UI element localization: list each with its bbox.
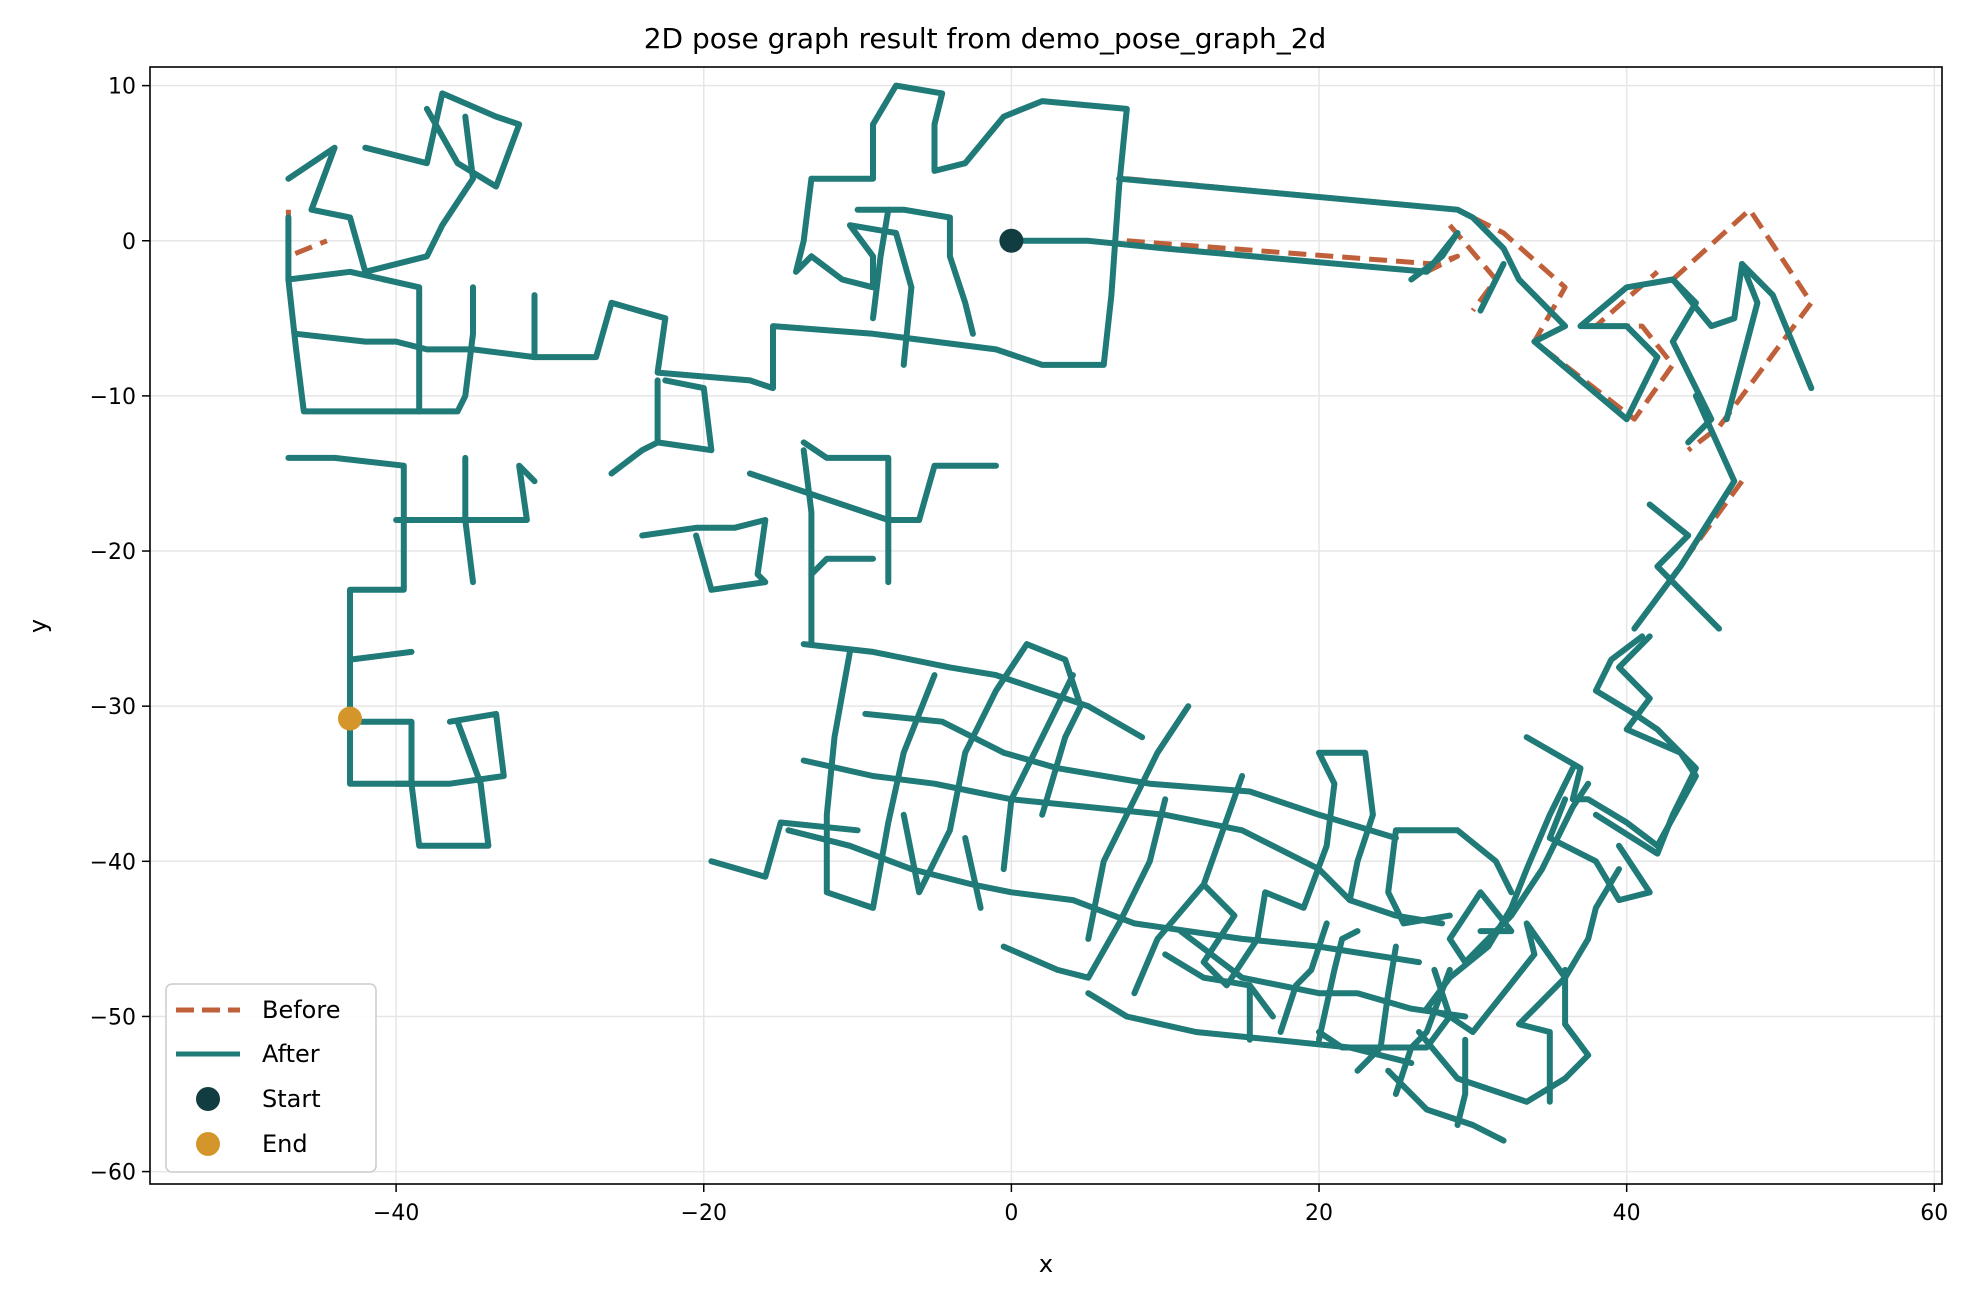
x-axis-label: x: [1039, 1250, 1053, 1278]
after-trajectory-line: [800, 447, 815, 648]
after-trajectory-line: [1523, 633, 1699, 849]
after-trajectory-line: [1385, 827, 1515, 927]
legend-after-label: After: [262, 1040, 320, 1068]
legend-box: [165, 983, 377, 1173]
chart-title: 2D pose graph result from demo_pose_grap…: [644, 22, 1327, 55]
after-trajectory-line: [1592, 633, 1699, 857]
after-trajectory-line: [285, 454, 492, 849]
y-tick-label: −60: [90, 1161, 136, 1186]
after-trajectory-line: [1116, 175, 1815, 423]
legend-end-label: End: [262, 1130, 308, 1158]
after-trajectory-line: [870, 206, 892, 322]
after-trajectory-line: [362, 90, 523, 190]
after-trajectory-line: [1516, 866, 1622, 1105]
after-trajectory-line: [347, 718, 415, 787]
after-trajectory-line: [1000, 672, 1076, 873]
legend-start-marker: [196, 1087, 220, 1111]
after-trajectory-line: [746, 462, 999, 523]
after-trajectory-line: [1446, 780, 1592, 966]
after-trajectory-line: [1000, 796, 1169, 981]
legend-start-label: Start: [262, 1085, 321, 1113]
after-trajectory-line: [608, 377, 661, 477]
after-trajectory-line: [347, 648, 415, 663]
after-trajectory-line: [1392, 966, 1453, 1097]
marker-points: [337, 228, 1024, 731]
after-trajectory-line: [793, 175, 915, 368]
x-tick-label: 40: [1613, 1201, 1641, 1226]
after-trajectory-line: [900, 641, 1084, 896]
y-tick-label: −30: [90, 695, 136, 720]
after-trajectory-line: [1454, 1036, 1469, 1128]
after-trajectory-line: [1085, 703, 1192, 942]
start-point: [999, 228, 1024, 253]
x-tick-label: −20: [681, 1201, 727, 1226]
after-trajectory-line: [654, 377, 715, 454]
after-trajectory-line: [1546, 796, 1653, 904]
after-trajectory-line: [639, 517, 769, 593]
after-trajectory-line: [1385, 1067, 1507, 1144]
before-series: [285, 176, 1814, 631]
after-trajectory-line: [1477, 261, 1507, 314]
after-trajectory-line: [1723, 261, 1761, 423]
y-tick-label: −10: [90, 385, 136, 410]
x-tick-label: −40: [373, 1201, 419, 1226]
plot-frame: [149, 66, 1943, 1185]
x-tick-label: 60: [1920, 1201, 1948, 1226]
y-axis-label: y: [24, 619, 52, 633]
before-trajectory-line: [1671, 207, 1814, 453]
after-trajectory-line: [962, 835, 984, 911]
after-trajectory-line: [293, 82, 1130, 392]
y-tick-label: 10: [108, 75, 136, 100]
y-tick-label: −40: [90, 850, 136, 875]
after-trajectory-line: [1162, 951, 1276, 1020]
after-trajectory-line: [854, 206, 976, 337]
after-series: [285, 82, 1815, 1144]
after-trajectory-line: [1008, 230, 1461, 283]
after-trajectory-line: [393, 710, 507, 787]
x-tick-label: 20: [1305, 1201, 1333, 1226]
after-trajectory-line: [1646, 501, 1722, 632]
after-trajectory-line: [862, 710, 1399, 841]
legend-before-label: Before: [262, 996, 340, 1024]
after-trajectory-line: [1631, 392, 1738, 632]
y-tick-label: 0: [122, 230, 136, 255]
after-trajectory-line: [1316, 928, 1361, 1043]
legend: Before After Start End: [165, 983, 377, 1173]
axis-ticks: −40 −20 0 20 40 60 10 0 −10 −20 −30 −40 −50 −60: [90, 75, 1949, 1226]
after-trajectory-line: [800, 641, 1146, 741]
grid-lines: [150, 67, 1942, 1184]
after-trajectory-line: [808, 555, 876, 578]
before-trajectory-line: [285, 209, 328, 259]
after-trajectory-line: [1354, 943, 1399, 1074]
after-trajectory-line: [1177, 928, 1469, 1020]
after-trajectory-line: [1277, 920, 1330, 1035]
end-point: [337, 706, 362, 731]
after-trajectory-line: [285, 214, 476, 415]
after-trajectory-line: [1085, 990, 1415, 1066]
legend-end-marker: [196, 1132, 220, 1156]
after-trajectory-line: [708, 819, 861, 880]
after-trajectory-line: [1200, 749, 1376, 989]
before-trajectory-line: [1126, 176, 1676, 422]
after-trajectory-line: [285, 113, 476, 275]
after-trajectory-line: [823, 648, 938, 911]
after-trajectory-line: [1131, 773, 1246, 997]
x-tick-label: 0: [1004, 1201, 1018, 1226]
y-tick-label: −20: [90, 540, 136, 565]
y-tick-label: −50: [90, 1005, 136, 1030]
after-trajectory-line: [393, 517, 476, 586]
after-trajectory-line: [462, 454, 538, 523]
